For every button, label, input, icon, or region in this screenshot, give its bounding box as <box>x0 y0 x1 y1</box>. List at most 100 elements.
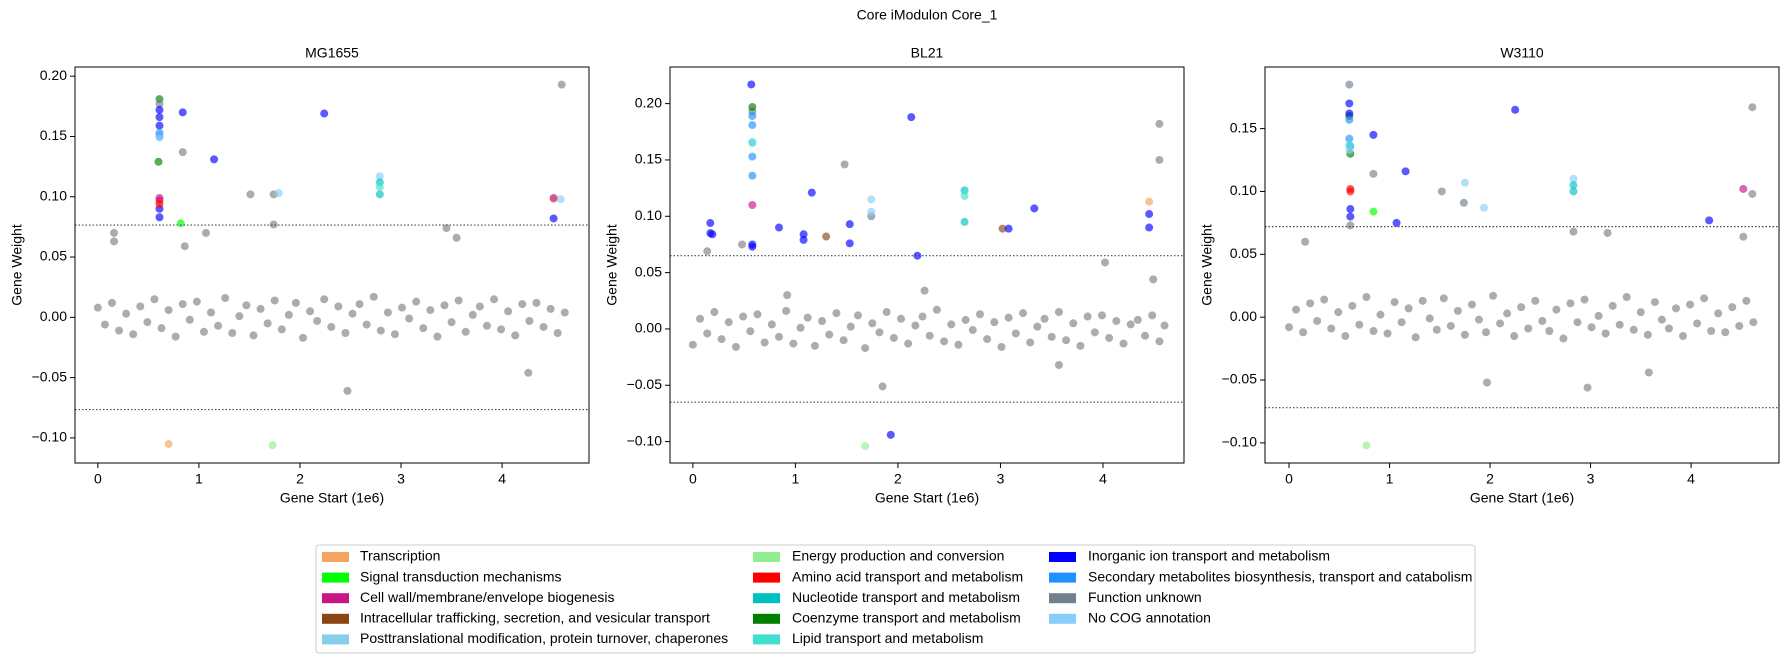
point <box>1345 109 1354 118</box>
point <box>807 188 816 197</box>
point <box>497 325 506 334</box>
axes-frame <box>1264 66 1780 464</box>
point <box>1615 320 1624 329</box>
point <box>1369 130 1378 139</box>
legend-swatch <box>322 552 349 562</box>
point <box>1313 316 1322 325</box>
point <box>748 112 757 121</box>
axes-frame <box>74 66 590 464</box>
point <box>1664 324 1673 333</box>
point <box>143 318 152 327</box>
point <box>185 315 194 324</box>
point <box>1735 321 1744 330</box>
point <box>1362 441 1371 450</box>
point <box>1148 311 1157 320</box>
point <box>154 157 163 166</box>
point <box>940 337 949 346</box>
points <box>93 80 569 450</box>
point <box>1149 275 1158 284</box>
point <box>739 312 748 321</box>
point <box>748 139 757 148</box>
point <box>1401 167 1410 176</box>
point <box>1437 187 1446 196</box>
x-tick-label: 1 <box>1386 471 1394 487</box>
point <box>947 320 956 329</box>
point <box>703 247 712 256</box>
point <box>1126 320 1135 329</box>
point <box>155 199 164 208</box>
point <box>468 310 477 319</box>
point <box>490 295 499 304</box>
legend-label: Secondary metabolites biosynthesis, tran… <box>1088 568 1472 584</box>
point <box>426 306 435 315</box>
point <box>1728 303 1737 312</box>
point <box>1346 205 1355 214</box>
point <box>176 219 185 228</box>
legend-label: Function unknown <box>1088 589 1202 605</box>
point <box>1145 210 1154 219</box>
legend-label: Cell wall/membrane/envelope biogenesis <box>360 589 614 605</box>
point <box>348 309 357 318</box>
point <box>249 331 258 340</box>
point <box>1569 181 1578 190</box>
point <box>1411 333 1420 342</box>
point <box>1483 378 1492 387</box>
x-tick-label: 2 <box>1486 471 1494 487</box>
point <box>375 190 384 199</box>
point <box>706 219 715 228</box>
point <box>298 333 307 342</box>
point <box>696 314 705 323</box>
point <box>960 217 969 226</box>
x-tick-label: 1 <box>195 471 203 487</box>
x-tick-label: 4 <box>1687 471 1695 487</box>
point <box>925 331 934 340</box>
point <box>1369 169 1378 178</box>
point <box>853 311 862 320</box>
point <box>1155 155 1164 164</box>
point <box>746 327 755 336</box>
point <box>1019 309 1028 318</box>
point <box>269 220 278 229</box>
point <box>1346 221 1355 230</box>
point <box>1362 293 1371 302</box>
point <box>1355 320 1364 329</box>
point <box>1076 341 1085 350</box>
point <box>556 195 565 204</box>
point <box>861 344 870 353</box>
point <box>1524 324 1533 333</box>
x-tick-label: 2 <box>296 471 304 487</box>
point <box>997 342 1006 351</box>
legend-label: Inorganic ion transport and metabolism <box>1088 548 1330 564</box>
point <box>560 308 569 317</box>
y-tick-label: 0.15 <box>40 127 67 143</box>
point <box>1601 329 1610 338</box>
point <box>1742 296 1751 305</box>
y-tick-label: 0.00 <box>40 308 67 324</box>
point <box>178 148 187 157</box>
point <box>1693 319 1702 328</box>
point <box>263 319 272 328</box>
point <box>155 193 164 202</box>
point <box>157 324 166 333</box>
panel-title: W3110 <box>1500 45 1544 61</box>
point <box>783 291 792 300</box>
point <box>1569 227 1578 236</box>
point <box>155 99 164 108</box>
panel: MG1655 Gene Start (1e6) Gene Weight 0 1 2 3 4 −0… <box>9 45 590 506</box>
point <box>442 224 451 233</box>
y-tick-label: −0.05 <box>1222 371 1258 387</box>
x-tick-label: 4 <box>1099 471 1107 487</box>
point <box>1341 332 1350 341</box>
point <box>341 329 350 338</box>
point <box>1090 328 1099 337</box>
point <box>738 240 747 249</box>
point <box>1439 294 1448 303</box>
point <box>1083 312 1092 321</box>
point <box>433 332 442 341</box>
point <box>731 342 740 351</box>
point <box>390 330 399 339</box>
point <box>1446 321 1455 330</box>
point <box>155 105 164 114</box>
point <box>201 228 210 237</box>
